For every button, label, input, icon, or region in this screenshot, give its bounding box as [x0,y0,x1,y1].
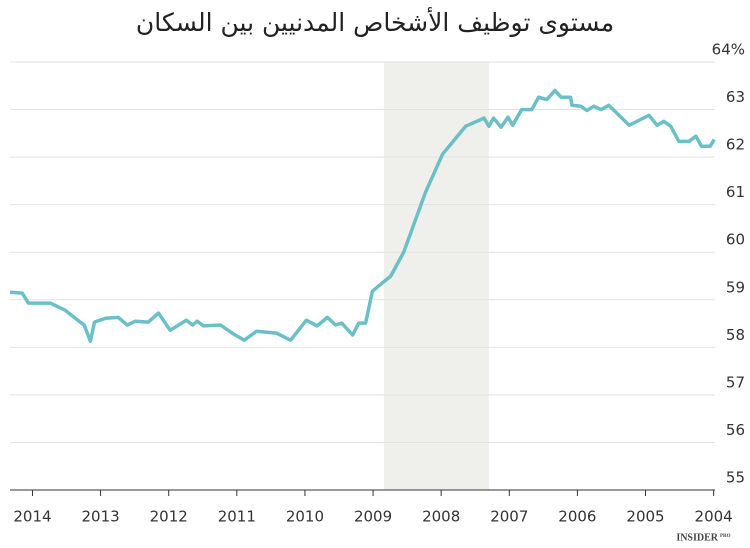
y-tick-label: 59 [726,278,745,296]
brand: INSIDER [676,532,718,543]
y-tick-label: 60 [726,231,745,249]
chart-title: مستوى توظيف الأشخاص المدنيين بين السكان [136,6,614,37]
data-line [9,88,716,343]
y-tick-label: 55 [726,469,745,487]
x-tick-label: 2014 [13,508,51,526]
x-tick-label: 2010 [286,508,324,526]
y-tick-label: 62 [726,136,745,154]
x-tick-label: 2012 [150,508,188,526]
x-tick-label: 2007 [490,508,528,526]
x-tick-label: 2009 [354,508,392,526]
y-tick-label: 61 [726,183,745,201]
y-tick-label: 58 [726,326,745,344]
y-tick-label: 56 [726,421,745,439]
y-tick-label: 57 [726,373,745,391]
x-tick-label: 2004 [695,508,733,526]
y-tick-label: 63 [726,88,745,106]
x-tick-label: 2008 [422,508,460,526]
brand-sub: PRO [720,534,731,539]
y-tick-label: 64% [712,41,745,59]
x-tick-label: 2006 [558,508,596,526]
x-tick-label: 2011 [218,508,256,526]
x-tick-label: 2013 [82,508,120,526]
recession-band [383,62,489,490]
x-tick-label: 2005 [626,508,664,526]
